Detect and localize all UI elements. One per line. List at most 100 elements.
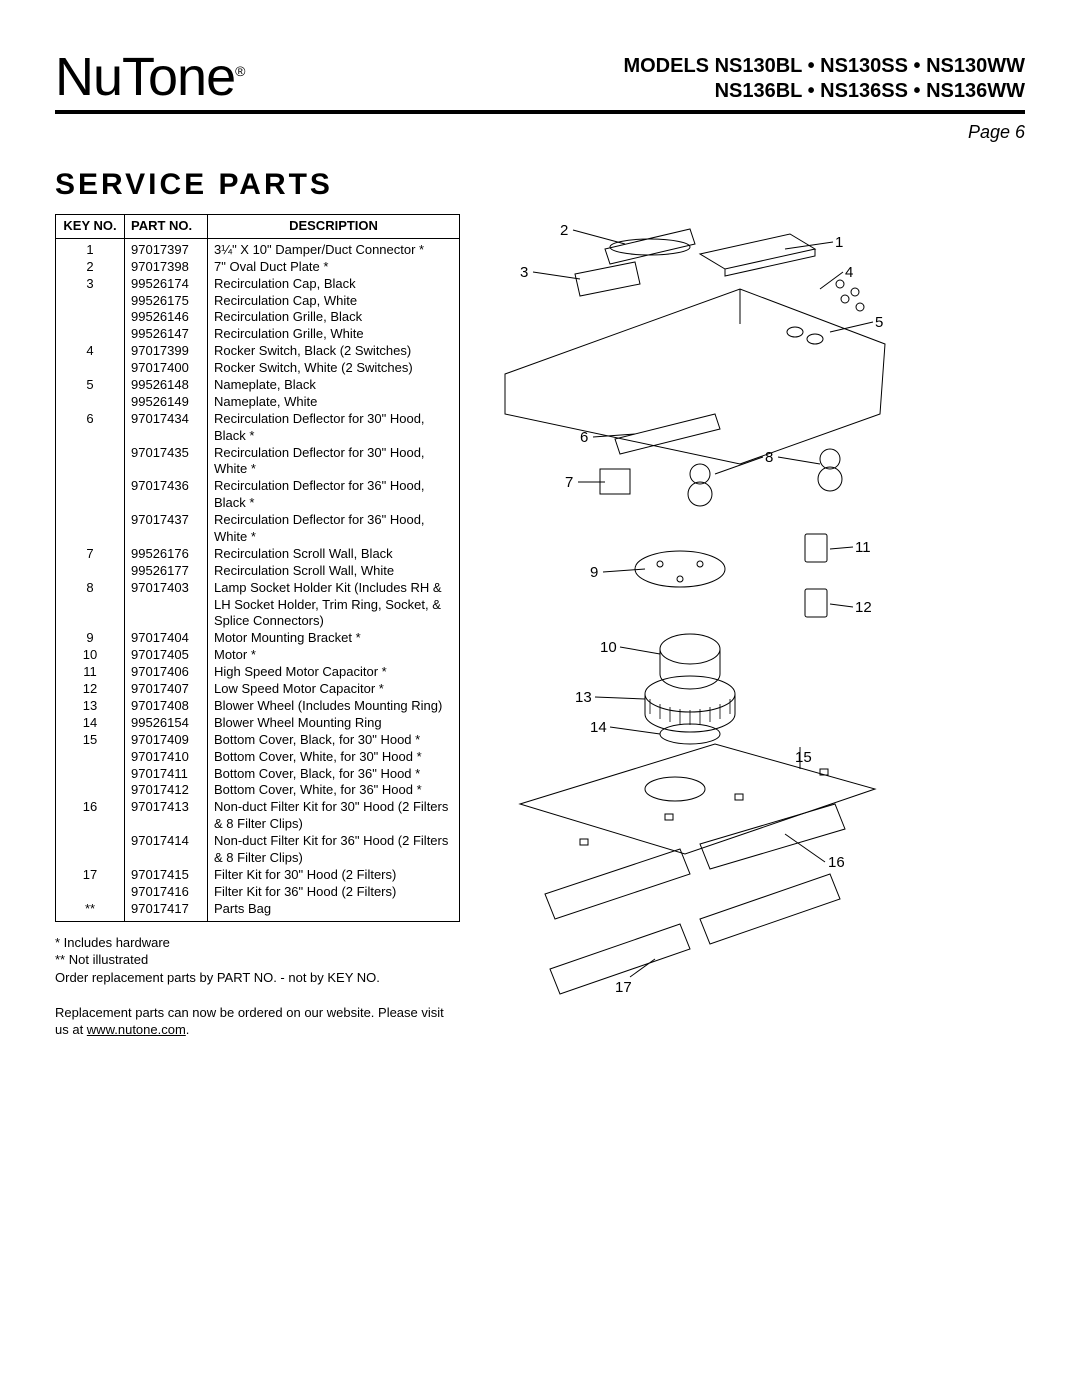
cell-desc: Bottom Cover, White, for 30" Hood * (208, 749, 460, 766)
cell-key (56, 293, 125, 310)
models-line-2: NS136BL • NS136SS • NS136WW (623, 79, 1025, 104)
table-row: 97017436Recirculation Deflector for 36" … (56, 478, 460, 512)
callout-7: 7 (565, 474, 573, 491)
cell-desc: Parts Bag (208, 901, 460, 921)
cell-desc: Blower Wheel (Includes Mounting Ring) (208, 698, 460, 715)
cell-part: 97017398 (125, 259, 208, 276)
cell-part: 97017404 (125, 630, 208, 647)
cell-part: 97017410 (125, 749, 208, 766)
table-row: 1797017415Filter Kit for 30" Hood (2 Fil… (56, 867, 460, 884)
brand-logo: NuTone® (55, 50, 244, 104)
table-row: 97017411Bottom Cover, Black, for 36" Hoo… (56, 766, 460, 783)
note-website-post: . (186, 1022, 190, 1037)
cell-desc: Recirculation Deflector for 36" Hood, Bl… (208, 478, 460, 512)
cell-key (56, 563, 125, 580)
cell-part: 97017415 (125, 867, 208, 884)
cell-part: 97017405 (125, 647, 208, 664)
cell-part: 97017403 (125, 580, 208, 631)
cell-part: 99526149 (125, 394, 208, 411)
cell-key: 12 (56, 681, 125, 698)
document-page: NuTone® MODELS NS130BL • NS130SS • NS130… (0, 0, 1080, 1397)
cell-part: 97017397 (125, 238, 208, 258)
cell-key (56, 326, 125, 343)
cell-desc: Motor Mounting Bracket * (208, 630, 460, 647)
callout-17: 17 (615, 979, 632, 996)
cell-desc: Filter Kit for 30" Hood (2 Filters) (208, 867, 460, 884)
cell-key: 6 (56, 411, 125, 445)
callout-4: 4 (845, 264, 853, 281)
cell-key (56, 512, 125, 546)
callout-6: 6 (580, 429, 588, 446)
cell-desc: Recirculation Deflector for 30" Hood, Wh… (208, 445, 460, 479)
cell-part: 97017436 (125, 478, 208, 512)
cell-key: 15 (56, 732, 125, 749)
cell-part: 99526154 (125, 715, 208, 732)
callout-16: 16 (828, 854, 845, 871)
table-row: 99526147Recirculation Grille, White (56, 326, 460, 343)
callout-11: 11 (855, 539, 871, 556)
callout-8: 8 (765, 449, 773, 466)
cell-desc: Non-duct Filter Kit for 36" Hood (2 Filt… (208, 833, 460, 867)
content-row: KEY NO. PART NO. DESCRIPTION 1970173973¼… (55, 214, 1025, 1039)
note-order-by-partno: Order replacement parts by PART NO. - no… (55, 969, 460, 987)
cell-key (56, 445, 125, 479)
cell-part: 99526174 (125, 276, 208, 293)
cell-part: 99526147 (125, 326, 208, 343)
cell-desc: Recirculation Deflector for 36" Hood, Wh… (208, 512, 460, 546)
left-column: KEY NO. PART NO. DESCRIPTION 1970173973¼… (55, 214, 460, 1039)
cell-key (56, 884, 125, 901)
table-row: 99526177Recirculation Scroll Wall, White (56, 563, 460, 580)
callout-13: 13 (575, 689, 592, 706)
table-row: 97017412Bottom Cover, White, for 36" Hoo… (56, 782, 460, 799)
cell-key (56, 478, 125, 512)
table-row: 599526148Nameplate, Black (56, 377, 460, 394)
cell-key: 1 (56, 238, 125, 258)
cell-part: 99526148 (125, 377, 208, 394)
cell-part: 97017412 (125, 782, 208, 799)
website-link[interactable]: www.nutone.com (87, 1022, 186, 1037)
cell-key: 7 (56, 546, 125, 563)
cell-part: 97017437 (125, 512, 208, 546)
callout-10: 10 (600, 639, 617, 656)
cell-desc: 3¼" X 10" Damper/Duct Connector * (208, 238, 460, 258)
cell-desc: 7" Oval Duct Plate * (208, 259, 460, 276)
cell-desc: High Speed Motor Capacitor * (208, 664, 460, 681)
cell-part: 99526177 (125, 563, 208, 580)
table-row: 97017437Recirculation Deflector for 36" … (56, 512, 460, 546)
table-row: 697017434Recirculation Deflector for 30"… (56, 411, 460, 445)
table-row: 97017435Recirculation Deflector for 30" … (56, 445, 460, 479)
exploded-diagram: 1234567891011121314151617 (485, 214, 1025, 1039)
table-row: 1197017406High Speed Motor Capacitor * (56, 664, 460, 681)
table-row: 1499526154Blower Wheel Mounting Ring (56, 715, 460, 732)
cell-part: 99526175 (125, 293, 208, 310)
table-row: 897017403Lamp Socket Holder Kit (Include… (56, 580, 460, 631)
cell-key: 11 (56, 664, 125, 681)
table-row: 1297017407Low Speed Motor Capacitor * (56, 681, 460, 698)
page-number: Page 6 (55, 122, 1025, 143)
cell-part: 97017435 (125, 445, 208, 479)
table-row: 1970173973¼" X 10" Damper/Duct Connector… (56, 238, 460, 258)
col-header-key: KEY NO. (56, 215, 125, 239)
cell-desc: Motor * (208, 647, 460, 664)
cell-desc: Nameplate, White (208, 394, 460, 411)
table-row: 1597017409Bottom Cover, Black, for 30" H… (56, 732, 460, 749)
callout-12: 12 (855, 599, 872, 616)
table-row: 1097017405Motor * (56, 647, 460, 664)
cell-desc: Bottom Cover, Black, for 36" Hood * (208, 766, 460, 783)
cell-key: 3 (56, 276, 125, 293)
cell-part: 97017399 (125, 343, 208, 360)
brand-name: NuTone (55, 47, 235, 107)
col-header-part: PART NO. (125, 215, 208, 239)
callout-5: 5 (875, 314, 883, 331)
cell-desc: Nameplate, Black (208, 377, 460, 394)
cell-part: 97017413 (125, 799, 208, 833)
note-not-illustrated: ** Not illustrated (55, 951, 460, 969)
table-row: 799526176Recirculation Scroll Wall, Blac… (56, 546, 460, 563)
table-row: 97017400Rocker Switch, White (2 Switches… (56, 360, 460, 377)
cell-key: 14 (56, 715, 125, 732)
cell-key: 10 (56, 647, 125, 664)
cell-key (56, 394, 125, 411)
table-row: 1397017408Blower Wheel (Includes Mountin… (56, 698, 460, 715)
cell-key (56, 782, 125, 799)
cell-part: 97017408 (125, 698, 208, 715)
